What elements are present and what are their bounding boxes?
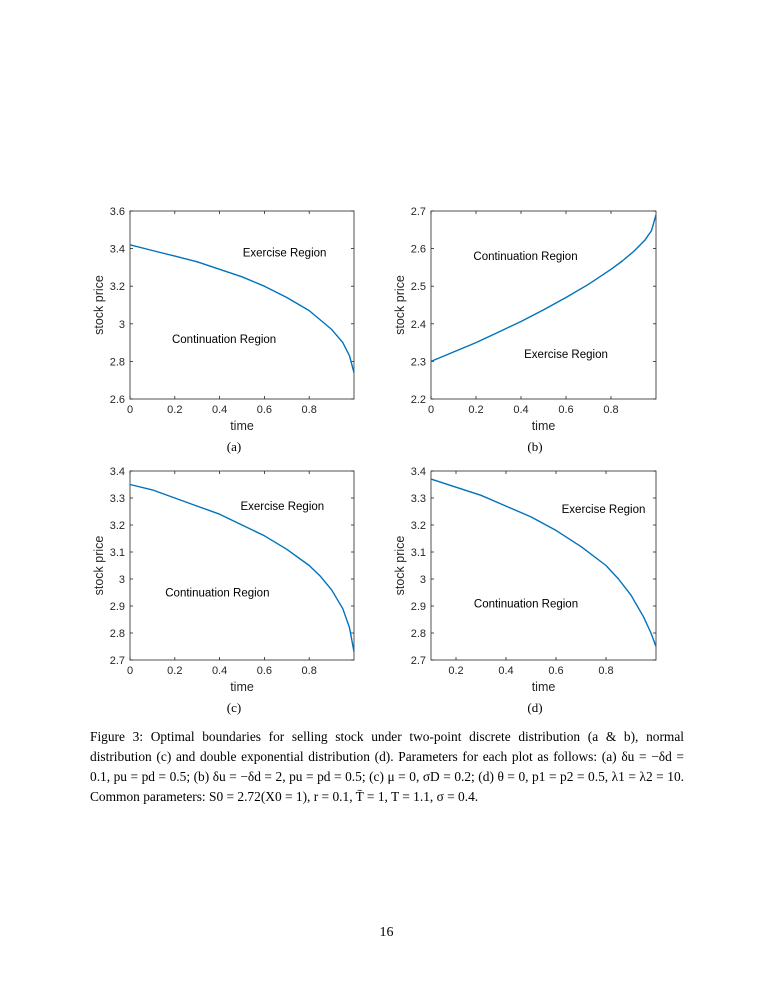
x-tick-label: 0.6 (257, 665, 272, 677)
y-tick-label: 2.6 (411, 244, 426, 256)
y-tick-label: 3.4 (110, 244, 125, 256)
page-number: 16 (0, 925, 773, 941)
y-tick-label: 2.7 (411, 206, 426, 218)
x-tick-label: 0.2 (468, 404, 483, 416)
y-tick-label: 2.8 (110, 356, 125, 368)
y-tick-label: 3 (119, 574, 125, 586)
region-annotation: Exercise Region (240, 501, 324, 513)
x-tick-label: 0 (428, 404, 434, 416)
y-tick-label: 3.4 (110, 466, 125, 478)
x-tick-label: 0.4 (212, 404, 227, 416)
panel-label: (a) (227, 439, 241, 454)
region-annotation: Continuation Region (165, 588, 269, 600)
x-tick-label: 0.8 (302, 665, 317, 677)
x-tick-label: 0.4 (513, 404, 528, 416)
plot-frame (130, 211, 354, 399)
plot-frame (431, 471, 656, 660)
x-axis-label: time (532, 419, 556, 433)
x-tick-label: 0.4 (212, 665, 227, 677)
chart-panel-c: 0 0.2 0.4 0.6 0.8 2.7 2.8 2.9 3 3.1 3.2 3.3 3.4 Exerc… (92, 466, 354, 715)
x-axis-label: time (230, 680, 254, 694)
x-tick-label: 0 (127, 665, 133, 677)
y-tick-label: 3 (119, 319, 125, 331)
y-axis-label: stock price (92, 536, 106, 596)
chart-panel-b: 0 0.2 0.4 0.6 0.8 2.2 2.3 2.4 2.5 2.6 2.7 Continuat… (393, 206, 656, 454)
caption-lead: Figure 3: Optimal boundaries for selling… (90, 729, 684, 764)
x-tick-label: 0.6 (548, 665, 563, 677)
region-annotation: Exercise Region (562, 504, 646, 516)
y-tick-label: 2.8 (110, 628, 125, 640)
y-tick-label: 2.3 (411, 356, 426, 368)
y-tick-label: 3.6 (110, 206, 125, 218)
y-tick-label: 3.2 (110, 520, 125, 532)
plot-frame (130, 471, 354, 660)
region-annotation: Exercise Region (243, 247, 327, 259)
panel-label: (b) (527, 439, 542, 454)
x-axis-label: time (230, 419, 254, 433)
x-tick-label: 0.6 (257, 404, 272, 416)
y-tick-label: 2.8 (411, 628, 426, 640)
chart-panel-a: 0 0.2 0.4 0.6 0.8 2.6 2.8 3 3.2 3.4 3.6 Exercise Re… (92, 206, 354, 454)
region-annotation: Exercise Region (524, 349, 608, 361)
x-tick-label: 0.4 (498, 665, 513, 677)
y-tick-label: 3 (420, 574, 426, 586)
y-tick-label: 3.4 (411, 466, 426, 478)
x-tick-label: 0.8 (598, 665, 613, 677)
x-tick-label: 0.8 (302, 404, 317, 416)
x-tick-label: 0.2 (167, 404, 182, 416)
y-tick-label: 2.9 (411, 601, 426, 613)
y-tick-label: 2.5 (411, 281, 426, 293)
y-tick-label: 3.3 (110, 493, 125, 505)
y-tick-label: 3.1 (110, 547, 125, 559)
figure-panels: 0 0.2 0.4 0.6 0.8 2.6 2.8 3 3.2 3.4 3.6 Exercise Re… (0, 0, 773, 720)
x-tick-label: 0.8 (603, 404, 618, 416)
plot-frame (431, 211, 656, 399)
y-tick-label: 2.7 (411, 655, 426, 667)
panel-label: (c) (227, 700, 241, 715)
y-tick-label: 3.2 (110, 281, 125, 293)
region-annotation: Continuation Region (474, 598, 578, 610)
y-tick-label: 2.2 (411, 394, 426, 406)
y-tick-label: 2.7 (110, 655, 125, 667)
region-annotation: Continuation Region (172, 334, 276, 346)
y-tick-label: 3.2 (411, 520, 426, 532)
y-tick-label: 3.1 (411, 547, 426, 559)
y-tick-label: 2.9 (110, 601, 125, 613)
x-axis-label: time (532, 680, 556, 694)
y-axis-label: stock price (92, 275, 106, 335)
y-tick-label: 3.3 (411, 493, 426, 505)
region-annotation: Continuation Region (473, 251, 577, 263)
y-axis-label: stock price (393, 275, 407, 335)
x-tick-label: 0.6 (558, 404, 573, 416)
y-axis-label: stock price (393, 536, 407, 596)
panel-label: (d) (527, 700, 542, 715)
figure-caption: Figure 3: Optimal boundaries for selling… (90, 727, 684, 807)
chart-panel-d: 0.2 0.4 0.6 0.8 2.7 2.8 2.9 3 3.1 3.2 3.3 3.4 Exerci… (393, 466, 656, 715)
x-tick-label: 0 (127, 404, 133, 416)
x-tick-label: 0.2 (448, 665, 463, 677)
y-tick-label: 2.6 (110, 394, 125, 406)
y-tick-label: 2.4 (411, 319, 426, 331)
x-tick-label: 0.2 (167, 665, 182, 677)
